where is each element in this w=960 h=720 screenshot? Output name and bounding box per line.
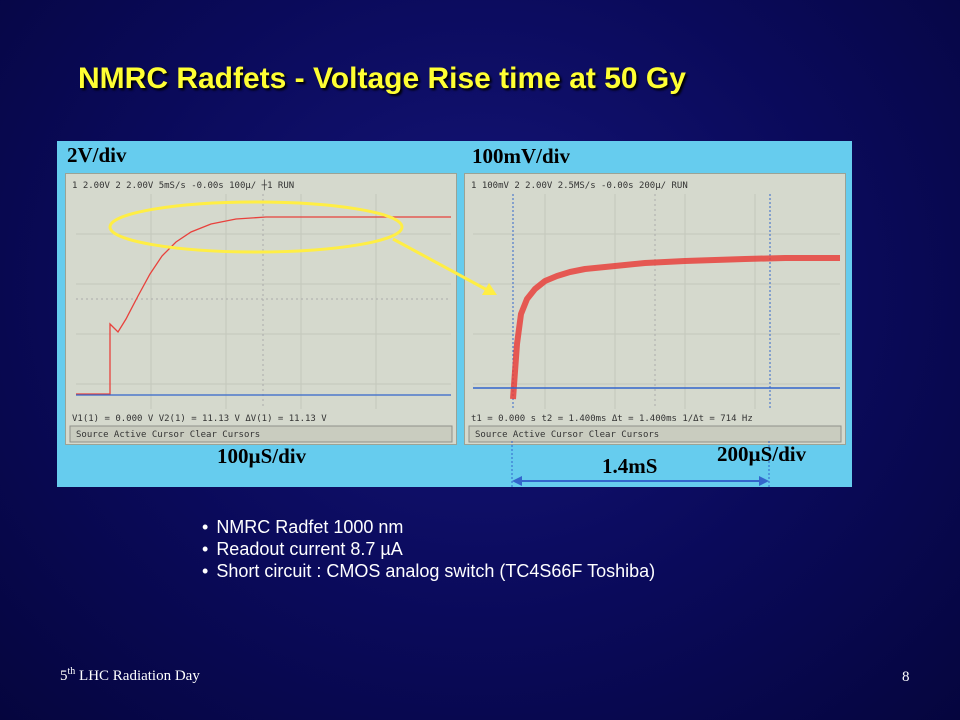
slide-title: NMRC Radfets - Voltage Rise time at 50 G… [78, 62, 686, 95]
right-oscilloscope-screen: 1 100mV 2 2.00V 2.5MS/s -0.00s 200µ/ RUN… [464, 173, 846, 445]
right-horizontal-scale-label: 200µS/div [717, 442, 807, 466]
footer-prefix: 5 [60, 668, 68, 684]
right-scope-header: 1 100mV 2 2.00V 2.5MS/s -0.00s 200µ/ RUN [471, 181, 688, 191]
footer-superscript: th [67, 666, 76, 677]
left-cursor-readout: V1(1) = 0.000 V V2(1) = 11.13 V ΔV(1) = … [72, 414, 327, 424]
footer-event-name: LHC Radiation Day [75, 668, 200, 684]
right-vertical-scale-label: 100mV/div [472, 144, 571, 168]
bullet-item: Readout current 8.7 µA [202, 538, 655, 560]
footer-text: 5th LHC Radiation Day [60, 666, 200, 685]
left-red-trace [76, 216, 451, 395]
left-vertical-scale-label: 2V/div [67, 143, 127, 167]
bullet-item: Short circuit : CMOS analog switch (TC4S… [202, 560, 655, 582]
highlight-ellipse [108, 200, 404, 254]
annotation-overlay [392, 237, 770, 487]
right-cursor-readout: t1 = 0.000 s t2 = 1.400ms Δt = 1.400ms 1… [471, 414, 753, 424]
right-scope-softkeys: Source Active Cursor Clear Cursors [475, 430, 659, 440]
left-horizontal-scale-label: 100µS/div [217, 444, 307, 468]
left-scope-softkeys: Source Active Cursor Clear Cursors [76, 430, 260, 440]
right-red-trace [510, 255, 840, 400]
page-number: 8 [902, 669, 910, 685]
left-oscilloscope-screen: 1 2.00V 2 2.00V 5mS/s -0.00s 100µ/ ┼1 RU… [65, 173, 457, 445]
bullet-list: NMRC Radfet 1000 nm Readout current 8.7 … [202, 516, 655, 582]
bullet-item: NMRC Radfet 1000 nm [202, 516, 655, 538]
left-scope-header: 1 2.00V 2 2.00V 5mS/s -0.00s 100µ/ ┼1 RU… [72, 179, 294, 191]
highlight-arrow [392, 237, 490, 293]
right-scope-display: 1 100mV 2 2.00V 2.5MS/s -0.00s 200µ/ RUN… [465, 174, 845, 444]
oscilloscope-figure: 1 2.00V 2 2.00V 5mS/s -0.00s 100µ/ ┼1 RU… [57, 141, 852, 487]
left-scope-display: 1 2.00V 2 2.00V 5mS/s -0.00s 100µ/ ┼1 RU… [66, 174, 456, 444]
highlight-arrowhead [482, 283, 497, 295]
rise-time-label: 1.4mS [602, 454, 658, 478]
